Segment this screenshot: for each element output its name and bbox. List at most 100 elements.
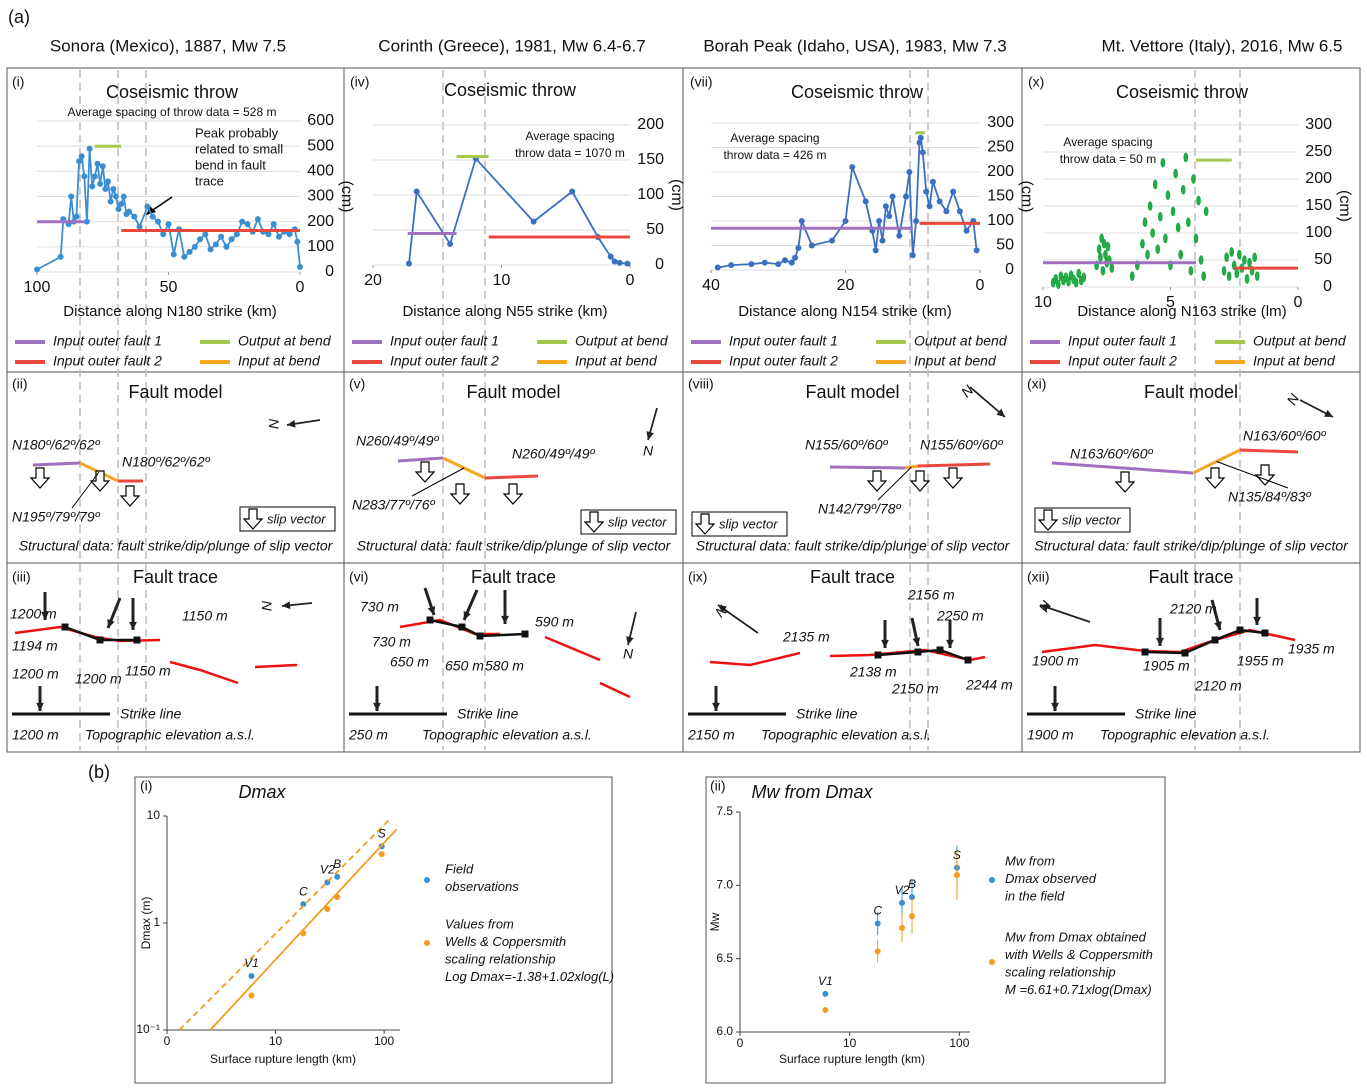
- data-point: [795, 244, 802, 251]
- data-point: [1163, 233, 1168, 244]
- fault-segment: [1239, 448, 1299, 454]
- panel-label: (ii): [710, 778, 726, 794]
- data-point: [874, 920, 881, 927]
- data-point: [447, 241, 454, 247]
- y-tick-label: 10: [147, 808, 161, 822]
- panel-label: (vi): [349, 569, 368, 585]
- fault-trace: [169, 660, 239, 685]
- data-point: [953, 872, 960, 879]
- legend-label: Topographic elevation a.s.l.: [422, 727, 592, 743]
- model-caption: Structural data: fault strike/dip/plunge…: [696, 538, 1011, 554]
- north-label: N: [712, 601, 731, 620]
- slip-arrow: [583, 511, 605, 533]
- legend-label: Strike line: [457, 706, 519, 722]
- data-point: [1098, 252, 1103, 263]
- data-point: [34, 266, 40, 273]
- x-axis-title: Surface rupture length (km): [210, 1052, 356, 1066]
- legend-label: Input at bend: [1253, 353, 1336, 369]
- y-tick-label: 50: [646, 221, 664, 238]
- point-label: V2: [320, 862, 335, 876]
- data-point: [191, 243, 198, 250]
- legend-label: in the field: [1005, 888, 1065, 903]
- slip-arrow: [242, 508, 264, 530]
- panel-label: (xi): [1027, 376, 1046, 392]
- data-point: [781, 257, 788, 264]
- strike-arrow: [129, 621, 137, 630]
- data-point: [936, 198, 943, 205]
- data-point: [270, 221, 277, 228]
- chart-title: Coseismic throw: [444, 80, 577, 100]
- legend-label: M =6.61+0.71xlog(Dmax): [1005, 982, 1152, 997]
- data-point: [83, 218, 90, 225]
- y-axis-title: (cm): [338, 181, 355, 213]
- fault-trace: [254, 663, 298, 669]
- north-arrow: [717, 604, 759, 634]
- data-point: [748, 261, 755, 268]
- x-axis-title: Surface rupture length (km): [779, 1052, 925, 1066]
- data-point: [1109, 263, 1115, 273]
- north-label: N: [259, 600, 275, 611]
- data-point: [76, 158, 83, 165]
- chart-title: Coseismic throw: [106, 82, 239, 102]
- slip-arrow: [89, 470, 111, 492]
- panel-label: (iv): [350, 74, 369, 90]
- north-label: N: [1035, 597, 1054, 615]
- data-point: [929, 178, 936, 185]
- slip-arrow: [909, 470, 931, 492]
- fault-trace: [709, 651, 801, 667]
- strike-arrow: [463, 611, 471, 620]
- x-tick-label: 0: [164, 1034, 171, 1048]
- strike-arrow: [107, 619, 115, 628]
- y-axis-title: (cm): [1336, 190, 1353, 222]
- y-tick-label: 0: [1323, 278, 1332, 295]
- x-tick-label: 20: [364, 272, 382, 289]
- legend-label: Input outer fault 1: [53, 333, 162, 349]
- panel-title: Fault model: [1144, 382, 1238, 402]
- y-tick-label: 150: [1305, 197, 1332, 214]
- strike-point: [914, 648, 922, 656]
- annotation: throw data = 426 m: [723, 148, 826, 162]
- fault-segment: [484, 474, 539, 480]
- north-arrow: [287, 419, 296, 428]
- legend-label: Topographic elevation a.s.l.: [1100, 727, 1270, 743]
- data-point: [1081, 272, 1087, 283]
- data-point: [78, 153, 85, 160]
- legend-arrow: [712, 702, 720, 711]
- data-point: [616, 259, 623, 266]
- data-point: [1160, 158, 1166, 168]
- legend-label: scaling relationship: [445, 951, 556, 966]
- data-point: [1247, 257, 1252, 268]
- strike-point: [133, 636, 141, 644]
- x-tick-label: 10: [493, 272, 511, 289]
- data-point: [909, 894, 916, 901]
- data-point: [165, 221, 172, 228]
- strike-arrow: [1253, 616, 1261, 625]
- legend-label: Input at bend: [914, 353, 997, 369]
- data-point: [943, 208, 950, 215]
- data-point: [324, 906, 331, 913]
- data-point: [849, 164, 856, 171]
- x-tick-label: 5: [1166, 294, 1175, 311]
- y-tick-label: 100: [1305, 224, 1332, 241]
- strike-point: [458, 623, 466, 631]
- panel-label: (v): [349, 376, 365, 392]
- x-axis-title: Distance along N180 strike (km): [63, 303, 276, 320]
- north-label: N: [623, 646, 634, 662]
- slip-arrow: [866, 470, 888, 492]
- model-caption: Structural data: fault strike/dip/plunge…: [357, 538, 672, 554]
- panel-label: (xii): [1027, 569, 1050, 585]
- data-point: [160, 231, 167, 238]
- data-point: [913, 218, 920, 224]
- data-point: [81, 173, 88, 180]
- data-point: [1129, 271, 1135, 282]
- elevation-label: 1150 m: [125, 663, 171, 679]
- elevation-label: 1900 m: [1032, 653, 1079, 669]
- data-point: [963, 227, 970, 234]
- x-tick-label: 10: [843, 1036, 857, 1050]
- data-point: [1180, 185, 1186, 195]
- data-point: [906, 169, 913, 175]
- panel-label: (viii): [688, 376, 714, 392]
- elevation-label: 1905 m: [1143, 658, 1190, 674]
- data-point: [926, 203, 933, 210]
